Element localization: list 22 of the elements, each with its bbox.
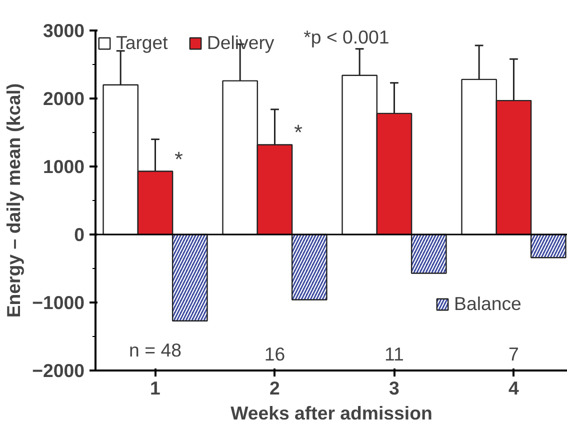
legend-label: Balance: [454, 293, 522, 315]
data-label: *: [174, 147, 183, 172]
x-tick-label: 4: [508, 378, 520, 398]
annotation: n = 48: [129, 340, 182, 360]
annotation: 11: [384, 344, 404, 364]
legend-label: Target: [116, 32, 168, 54]
y-axis-title: Energy – daily mean (kcal): [3, 83, 24, 318]
y-tick-label: −1000: [32, 292, 85, 313]
x-tick-label: 3: [389, 378, 400, 398]
annotation: 16: [264, 344, 286, 364]
annotation: *p < 0.001: [304, 26, 390, 48]
y-tick-label: −2000: [32, 360, 85, 381]
data-label: *: [294, 120, 302, 145]
legend-label: Delivery: [206, 32, 274, 54]
y-tick-label: 3000: [42, 20, 85, 41]
y-tick-label: 2000: [42, 88, 85, 109]
x-tick-label: 2: [270, 378, 280, 398]
y-tick-label: 0: [74, 224, 85, 245]
x-axis-title: Weeks after admission: [230, 402, 432, 424]
annotation: 7: [508, 344, 519, 364]
y-tick-label: 1000: [42, 156, 85, 177]
x-tick-label: 1: [150, 378, 160, 398]
